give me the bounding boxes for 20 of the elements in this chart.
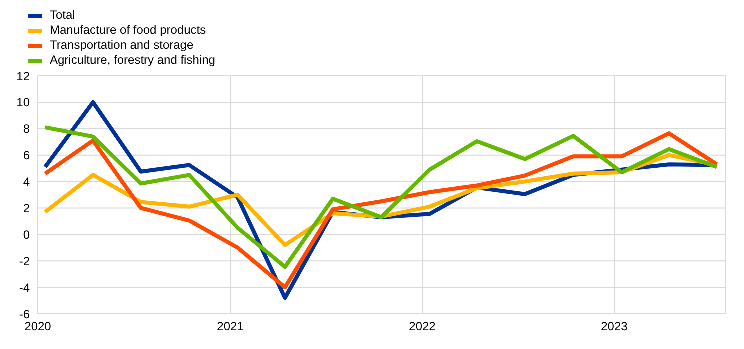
y-tick-label: 8 (23, 122, 30, 136)
x-tick-label: 2021 (217, 320, 244, 334)
y-tick-label: 4 (23, 175, 30, 190)
legend-label: Manufacture of food products (50, 23, 206, 38)
legend-label: Agriculture, forestry and fishing (50, 53, 216, 68)
y-tick-label: 12 (16, 69, 30, 84)
y-tick-label: 2 (23, 201, 30, 216)
y-tick-label: -4 (19, 280, 30, 295)
y-tick-label: 0 (23, 228, 30, 242)
x-tick-label: 2020 (24, 320, 52, 334)
y-tick-label: 6 (23, 148, 30, 163)
y-tick-label: -6 (19, 307, 30, 322)
y-tick-label: -2 (19, 254, 30, 268)
x-tick-label: 2022 (409, 320, 436, 334)
line-series (43, 126, 720, 270)
line-series (43, 132, 720, 290)
x-tick-label: 2023 (601, 320, 628, 334)
legend-label: Transportation and storage (50, 38, 194, 53)
legend-label: Total (50, 8, 76, 23)
y-tick-label: 10 (16, 96, 30, 110)
